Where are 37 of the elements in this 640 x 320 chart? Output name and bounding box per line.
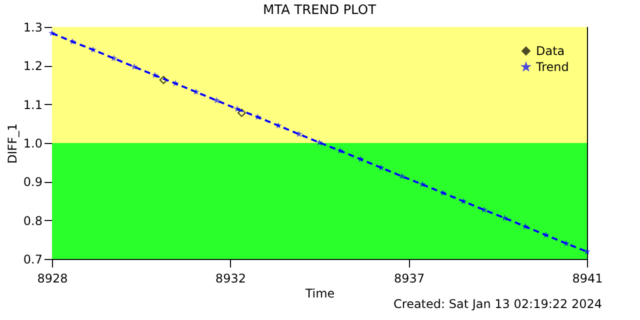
x-tick-label: 8928 (37, 272, 68, 286)
point (316, 139, 323, 146)
point (357, 156, 364, 162)
point (130, 63, 138, 70)
y-tick-label: 1.0 (23, 136, 42, 150)
point (501, 214, 508, 221)
y-axis-title: DIFF_1 (5, 123, 20, 164)
x-tick-label: 8941 (572, 272, 603, 286)
y-tick-label: 0.9 (23, 175, 42, 190)
y-tick-label: 0.7 (23, 252, 42, 266)
point (584, 248, 590, 255)
point (238, 108, 246, 117)
x-tick-label: 8932 (215, 272, 246, 286)
point (542, 231, 550, 238)
point (69, 38, 76, 45)
point (152, 72, 158, 78)
point (296, 130, 302, 137)
point (522, 222, 529, 230)
x-tick-label: 8937 (394, 272, 425, 286)
y-tick-label: 1.2 (23, 59, 42, 74)
y-tick-label: 1.3 (23, 20, 42, 34)
point (440, 189, 446, 196)
point (48, 30, 56, 36)
point (563, 240, 570, 246)
point (234, 105, 241, 112)
point (254, 114, 262, 120)
legend-label: Trend (535, 60, 569, 74)
legend-label: Data (536, 44, 565, 58)
point (336, 147, 344, 154)
point (159, 76, 168, 84)
x-axis-title: Time (304, 286, 335, 300)
y-tick-label: 0.8 (23, 214, 42, 228)
point (419, 180, 426, 188)
point (172, 80, 179, 86)
y-tick-label: 1.1 (23, 98, 42, 112)
text: Created: Sat Jan 13 02:19:22 2024 (394, 297, 602, 311)
chart-title: MTA TREND PLOT (262, 3, 376, 18)
